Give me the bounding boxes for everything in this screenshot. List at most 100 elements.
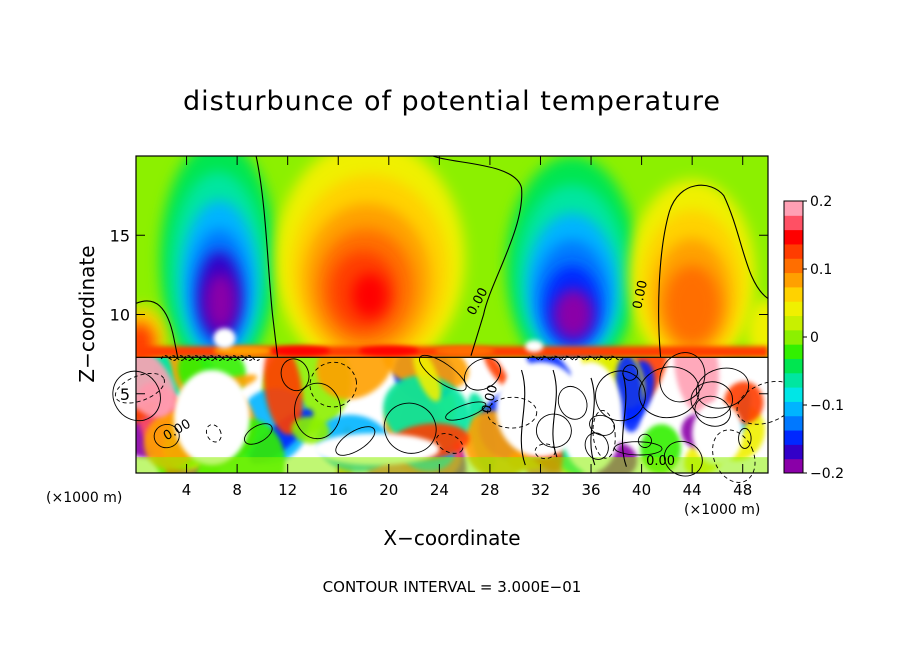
x-tick-label: 48 — [733, 481, 752, 499]
floor-band — [136, 457, 768, 473]
colorbar-tick-label: 0 — [810, 330, 819, 346]
lower-contour — [294, 382, 341, 440]
interface-wave — [595, 355, 613, 361]
contour-line — [255, 155, 279, 358]
colorbar-swatch — [784, 344, 803, 359]
colorbar-swatch — [784, 286, 803, 302]
interface-wave — [527, 355, 545, 361]
interface-wave — [572, 355, 590, 361]
lower-contour-streak — [590, 377, 596, 466]
colorbar-swatch — [784, 229, 803, 245]
lower-contour — [637, 433, 652, 448]
contour-label: 0.00 — [479, 383, 501, 415]
lower-field-streak — [136, 358, 176, 418]
lower-contour — [589, 414, 616, 436]
lower-contour — [487, 396, 538, 429]
boundary-blob — [358, 345, 419, 356]
colorbar-swatch — [784, 387, 803, 402]
lower-contour — [622, 364, 639, 381]
y-tick-label: 15 — [110, 226, 130, 245]
colorbar-swatch — [784, 329, 803, 345]
boundary-blob — [213, 345, 274, 356]
lower-white-patch — [692, 401, 743, 466]
lower-contour-streak — [552, 369, 558, 458]
x-tick-label: 20 — [379, 481, 398, 499]
colorbar-tick-label: −0.2 — [810, 466, 844, 482]
colorbar-tick-label: −0.1 — [810, 398, 844, 414]
colorbar-swatch — [784, 415, 803, 431]
x-tick-label: 8 — [232, 481, 242, 499]
lower-field-streak — [673, 358, 720, 415]
interface-wave — [607, 355, 624, 361]
lower-contour — [595, 370, 646, 422]
lower-contour — [153, 424, 180, 449]
upper-field-blob — [352, 273, 388, 318]
lower-contour — [463, 358, 501, 391]
lower-field — [136, 358, 768, 473]
colorbar-swatch — [784, 243, 803, 259]
colorbar-swatch — [784, 372, 803, 388]
colorbar-swatch — [784, 215, 803, 231]
interface-wave — [584, 355, 602, 361]
interface-wave — [550, 355, 568, 361]
y-tick-label: 10 — [110, 306, 130, 325]
lower-contour — [112, 370, 161, 422]
x-tick-label: 16 — [329, 481, 348, 499]
lower-contour — [584, 432, 609, 460]
colorbar-swatch — [784, 401, 803, 417]
lower-contour — [592, 409, 616, 459]
colorbar-swatch — [784, 258, 803, 274]
colorbar-swatch — [784, 315, 803, 331]
lower-field-streak — [316, 358, 394, 400]
y-axis: 5 10 15 — [110, 226, 768, 404]
x-unit-label-left: (×1000 m) — [46, 490, 123, 506]
x-tick-label: 12 — [278, 481, 297, 499]
lower-field-streak — [263, 358, 303, 435]
lower-contour — [557, 385, 588, 420]
boundary-blob — [270, 345, 331, 356]
lower-contour — [435, 433, 464, 454]
lower-contour — [244, 423, 273, 445]
colorbar: 0.2 0.1 0 −0.1 −0.2 — [783, 194, 844, 482]
colorbar-swatch — [784, 358, 803, 374]
lower-contour-streak — [621, 372, 627, 467]
upper-field-blob — [664, 265, 720, 345]
contour-label: 0.00 — [646, 454, 675, 469]
lower-contour — [205, 424, 222, 443]
contour-line — [658, 184, 769, 358]
upper-field-blob — [746, 298, 768, 360]
x-unit-label-right: (×1000 m) — [684, 502, 761, 518]
contour-line — [432, 155, 523, 356]
colorbar-tick-label: 0.1 — [810, 262, 832, 278]
lower-contour — [690, 381, 734, 419]
lower-white-patch — [173, 369, 250, 466]
lower-contour-streak — [520, 369, 526, 466]
x-tick-label: 32 — [531, 481, 550, 499]
lower-contour — [738, 427, 752, 449]
chart-title: disturbunce of potential temperature — [183, 86, 721, 117]
lower-contour — [280, 358, 310, 392]
boundary-blob — [434, 345, 495, 356]
lower-contour — [419, 354, 467, 392]
lower-contour — [695, 367, 750, 409]
interface-wave — [538, 355, 556, 361]
colorbar-swatch — [784, 458, 803, 474]
lower-contour — [663, 440, 703, 477]
lower-contour — [712, 429, 756, 483]
lower-field-streak — [291, 416, 330, 444]
contour-label: 0.00 — [630, 279, 651, 310]
x-axis-label: X−coordinate — [383, 526, 521, 550]
lower-contour — [614, 441, 663, 456]
colorbar-swatch — [784, 430, 803, 445]
lower-field-streak — [483, 358, 509, 387]
interface-wave — [244, 355, 262, 361]
lower-contour — [309, 361, 357, 408]
y-axis-label: Z−coordinate — [75, 245, 99, 383]
colorbar-swatch — [784, 444, 803, 460]
colorbar-swatch — [784, 201, 803, 216]
contour-interval-note: CONTOUR INTERVAL = 3.000E−01 — [322, 578, 582, 596]
x-tick-label: 4 — [182, 481, 192, 499]
interface-tip — [525, 340, 544, 353]
